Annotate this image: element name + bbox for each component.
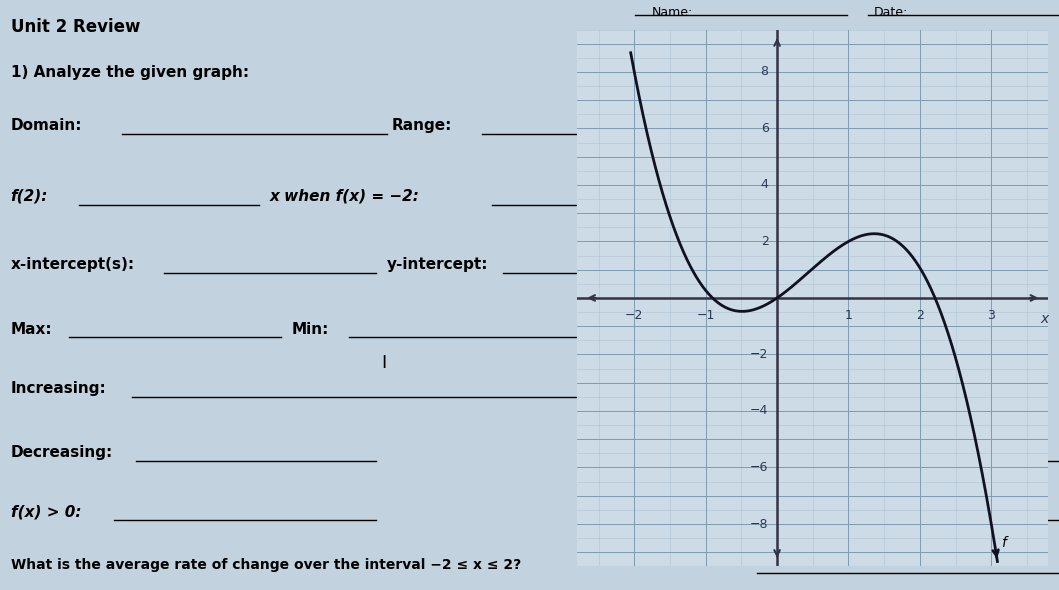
Text: f(x) < 0:: f(x) < 0: — [604, 504, 675, 519]
Text: 8: 8 — [760, 65, 769, 78]
Text: Min:: Min: — [291, 322, 328, 336]
Text: What is the average rate of change over the interval −2 ≤ x ≤ 2?: What is the average rate of change over … — [11, 558, 521, 572]
Text: Unit 2 Review: Unit 2 Review — [11, 18, 140, 36]
Text: Increasing:: Increasing: — [11, 381, 106, 395]
Text: 2: 2 — [916, 309, 923, 322]
Text: f(2):: f(2): — [11, 189, 48, 204]
Text: I: I — [381, 354, 387, 372]
Text: Max:: Max: — [11, 322, 52, 336]
Text: −2: −2 — [750, 348, 769, 361]
Text: −4: −4 — [750, 405, 769, 418]
Text: x when f(x) = −2:: x when f(x) = −2: — [270, 189, 420, 204]
Text: 1) Analyze the given graph:: 1) Analyze the given graph: — [11, 65, 249, 80]
Text: −2: −2 — [625, 309, 644, 322]
Text: −8: −8 — [750, 517, 769, 530]
Text: 3: 3 — [987, 309, 995, 322]
Text: 6: 6 — [760, 122, 769, 135]
Text: Decreasing:: Decreasing: — [11, 445, 113, 460]
Text: Range:: Range: — [392, 118, 452, 133]
Text: −1: −1 — [697, 309, 715, 322]
Text: 2: 2 — [760, 235, 769, 248]
Text: x: x — [1041, 312, 1049, 326]
Text: Date:: Date: — [874, 6, 908, 19]
Text: 4: 4 — [760, 178, 769, 191]
Text: Domain:: Domain: — [11, 118, 83, 133]
Text: f(x) > 0:: f(x) > 0: — [11, 504, 82, 519]
Text: f: f — [1001, 536, 1006, 550]
Text: Name:: Name: — [651, 6, 693, 19]
Text: 1: 1 — [844, 309, 852, 322]
Text: y-intercept:: y-intercept: — [387, 257, 488, 271]
Text: −6: −6 — [750, 461, 769, 474]
Text: Constant:: Constant: — [604, 445, 687, 460]
Text: x-intercept(s):: x-intercept(s): — [11, 257, 134, 271]
